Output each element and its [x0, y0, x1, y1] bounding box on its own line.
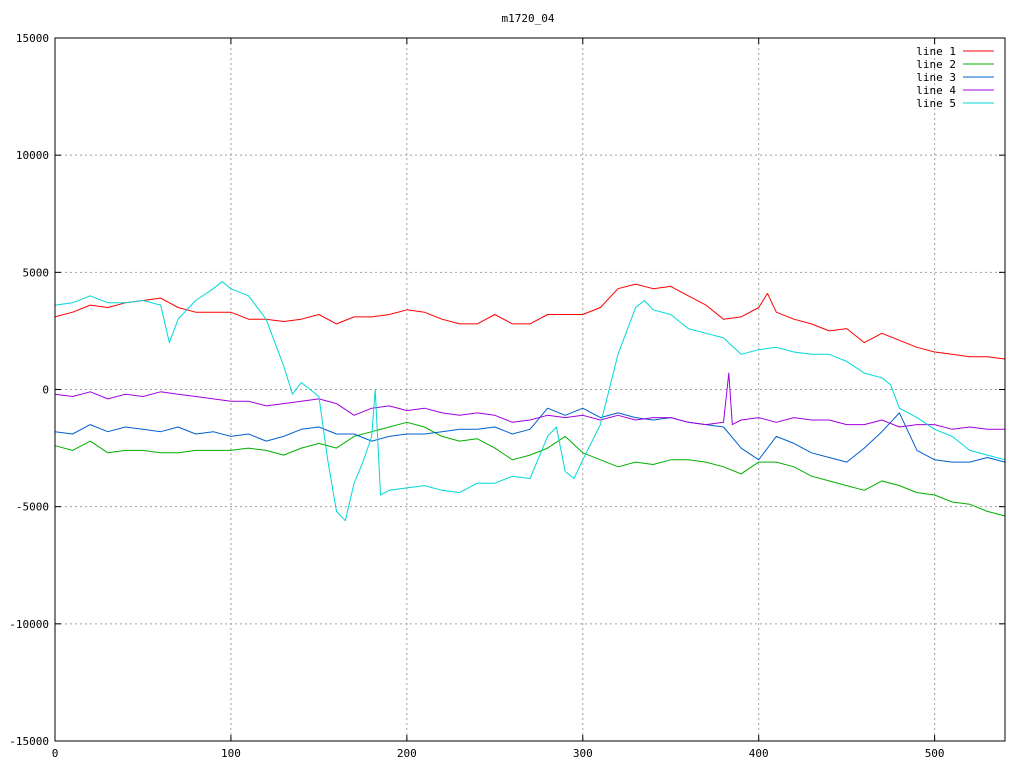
y-tick-label: 15000 [16, 32, 49, 45]
series-line-2 [54, 421, 1006, 517]
series-line-1 [54, 283, 1006, 360]
tick-labels: 0 100 200 300 400 500 -15000 -10000 -5000 0 5000 10… [9, 32, 944, 760]
x-tick-label: 0 [52, 747, 59, 760]
chart-title: m1720_04 [502, 12, 555, 25]
y-tick-label: -10000 [9, 618, 49, 631]
legend-label: line 5 [916, 97, 956, 110]
series-line-5 [54, 281, 1006, 522]
series-layer [54, 281, 1006, 522]
y-tick-label: 10000 [16, 149, 49, 162]
y-tick-label: -15000 [9, 735, 49, 748]
y-tick-label: 5000 [23, 266, 50, 279]
legend-label: line 4 [916, 84, 956, 97]
x-tick-label: 500 [925, 747, 945, 760]
tick-marks [54, 37, 1005, 742]
x-tick-label: 100 [221, 747, 241, 760]
y-tick-label: 0 [42, 384, 49, 397]
y-tick-label: -5000 [16, 501, 49, 514]
gridlines [55, 38, 1005, 741]
legend-label: line 2 [916, 58, 956, 71]
legend-label: line 1 [916, 45, 956, 58]
legend-label: line 3 [916, 71, 956, 84]
x-tick-label: 400 [749, 747, 769, 760]
series-line-4 [54, 372, 1005, 430]
x-tick-label: 200 [397, 747, 417, 760]
x-tick-label: 300 [573, 747, 593, 760]
series-line-3 [54, 407, 1006, 463]
